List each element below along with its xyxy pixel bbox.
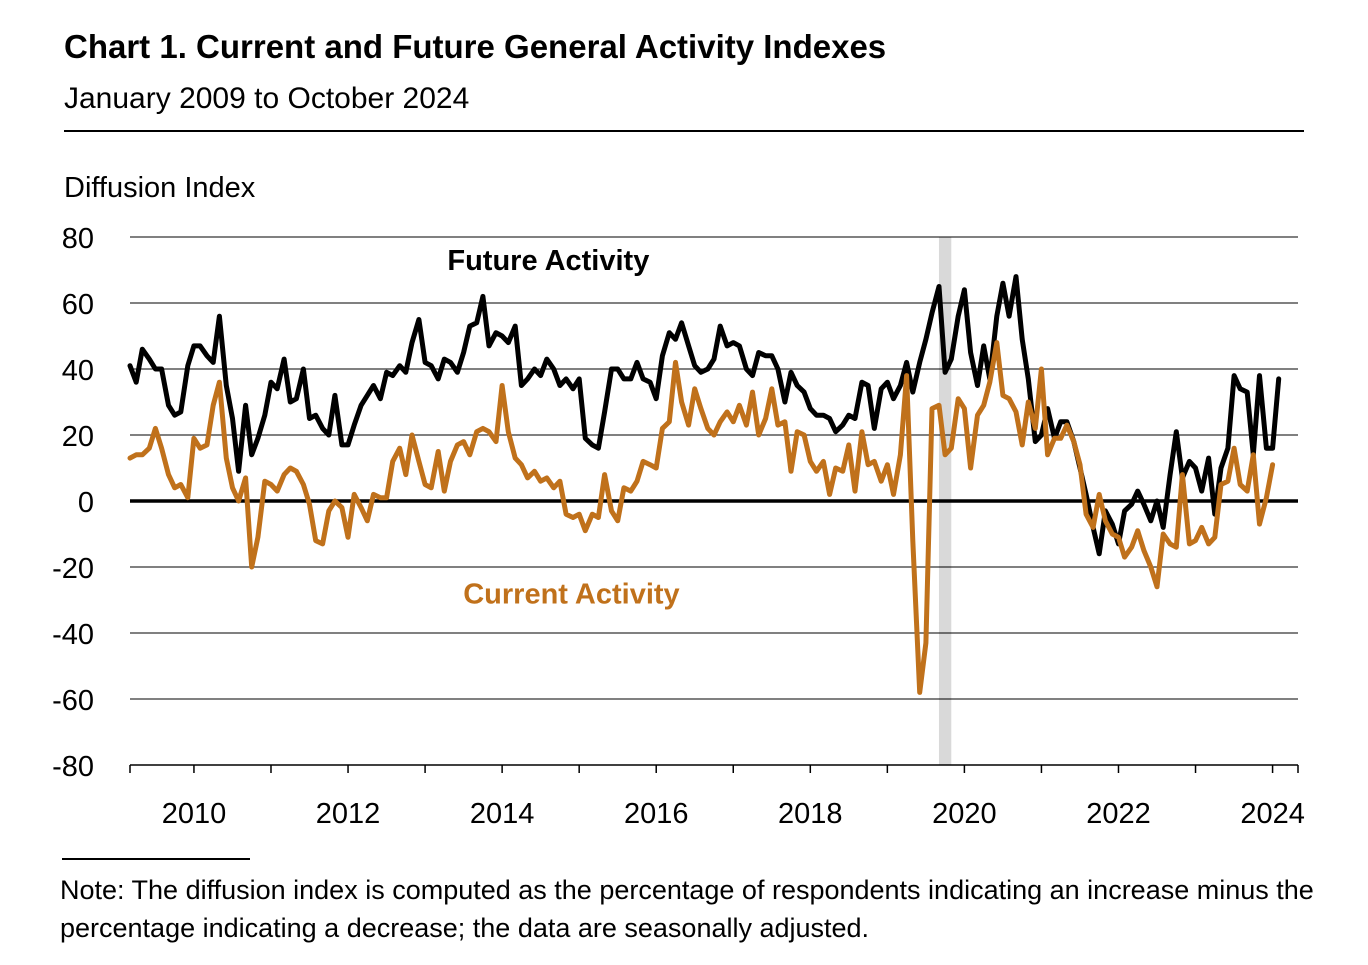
x-tick-label: 2018 — [778, 798, 843, 830]
note-rule — [62, 858, 250, 860]
x-tick-label: 2014 — [470, 798, 535, 830]
x-tick-label: 2022 — [1086, 798, 1151, 830]
y-tick-label: 40 — [62, 355, 94, 387]
y-tick-label: -80 — [52, 751, 94, 783]
title-rule — [64, 130, 1304, 132]
x-tick-label: 2010 — [162, 798, 227, 830]
x-tick-label: 2016 — [624, 798, 689, 830]
chart-title: Chart 1. Current and Future General Acti… — [64, 28, 887, 65]
y-axis-label: Diffusion Index — [64, 172, 256, 204]
y-tick-label: 20 — [62, 421, 94, 453]
y-tick-label: 60 — [62, 289, 94, 321]
footnote: Note: The diffusion index is computed as… — [60, 875, 1314, 943]
series-line-current-activity — [127, 340, 1276, 695]
x-tick-label: 2012 — [316, 798, 381, 830]
series-line-future-activity — [127, 274, 1282, 557]
chart-subtitle: January 2009 to October 2024 — [64, 82, 470, 115]
y-tick-label: -40 — [52, 619, 94, 651]
series-label-future-activity: Future Activity — [447, 245, 649, 277]
series-label-current-activity: Current Activity — [463, 578, 679, 610]
y-tick-label: -60 — [52, 685, 94, 717]
y-tick-label: -20 — [52, 553, 94, 585]
line-chart: -80 -60 -40 -20 0 20 40 60 80 2010 2012 2014 2016 20… — [52, 223, 1305, 830]
x-tick-label: 2024 — [1240, 798, 1305, 830]
x-tick-label: 2020 — [932, 798, 997, 830]
y-tick-label: 80 — [62, 223, 94, 255]
y-tick-label: 0 — [78, 487, 94, 519]
